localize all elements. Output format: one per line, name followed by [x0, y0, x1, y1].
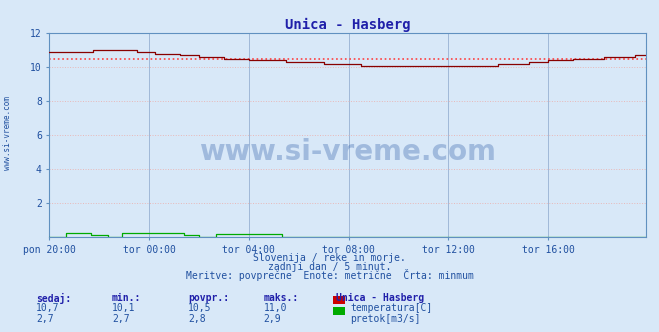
Text: 2,8: 2,8: [188, 314, 206, 324]
Text: www.si-vreme.com: www.si-vreme.com: [199, 138, 496, 166]
Text: sedaj:: sedaj:: [36, 293, 71, 304]
Text: Slovenija / reke in morje.: Slovenija / reke in morje.: [253, 253, 406, 263]
Text: min.:: min.:: [112, 293, 142, 303]
Text: pretok[m3/s]: pretok[m3/s]: [350, 314, 420, 324]
Text: www.si-vreme.com: www.si-vreme.com: [3, 96, 13, 170]
Text: maks.:: maks.:: [264, 293, 299, 303]
Text: 10,7: 10,7: [36, 303, 60, 313]
Text: 2,7: 2,7: [112, 314, 130, 324]
Text: temperatura[C]: temperatura[C]: [350, 303, 432, 313]
Text: povpr.:: povpr.:: [188, 293, 229, 303]
Text: 10,5: 10,5: [188, 303, 212, 313]
Text: Meritve: povprečne  Enote: metrične  Črta: minmum: Meritve: povprečne Enote: metrične Črta:…: [186, 269, 473, 281]
Title: Unica - Hasberg: Unica - Hasberg: [285, 18, 411, 32]
Text: 10,1: 10,1: [112, 303, 136, 313]
Text: 11,0: 11,0: [264, 303, 287, 313]
Text: 2,9: 2,9: [264, 314, 281, 324]
Text: Unica - Hasberg: Unica - Hasberg: [336, 293, 424, 303]
Text: 2,7: 2,7: [36, 314, 54, 324]
Text: zadnji dan / 5 minut.: zadnji dan / 5 minut.: [268, 262, 391, 272]
